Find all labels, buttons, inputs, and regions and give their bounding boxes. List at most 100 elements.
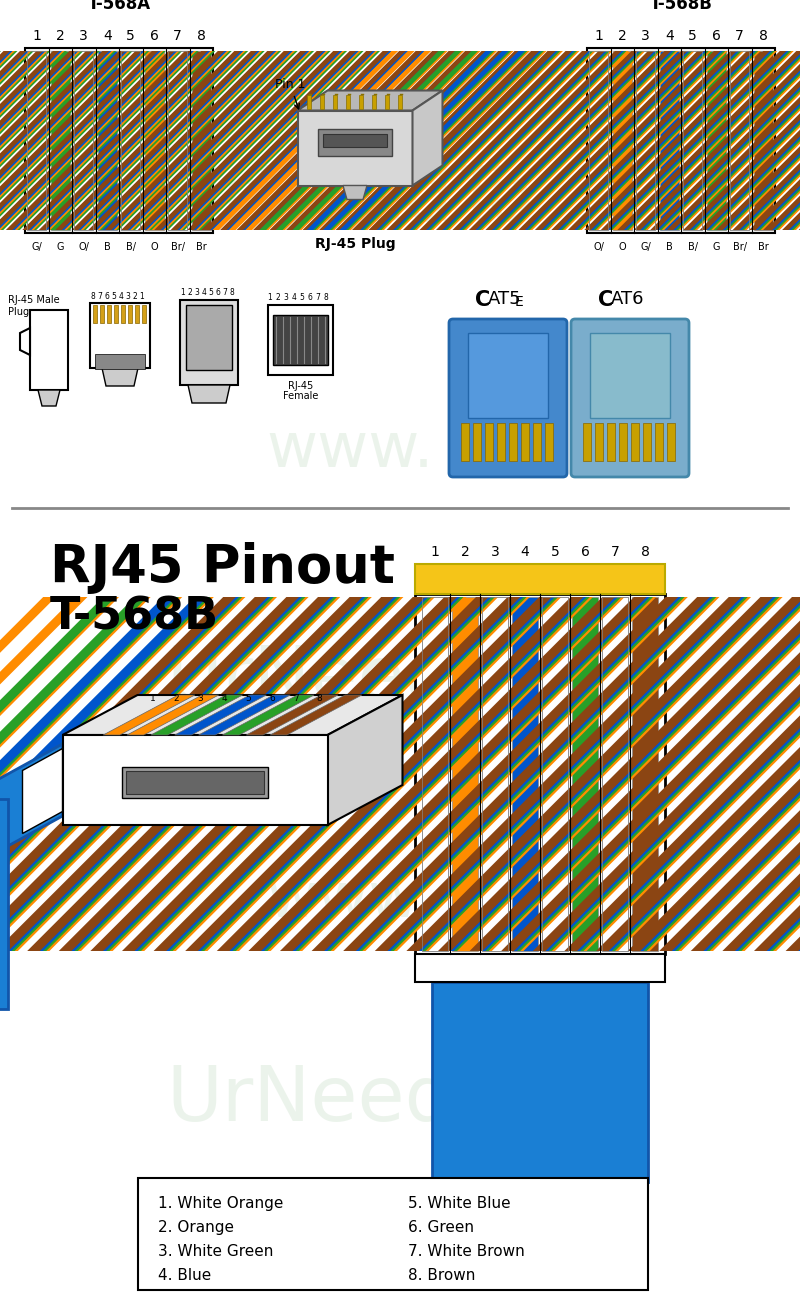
- Bar: [573, 597, 598, 951]
- Polygon shape: [441, 51, 626, 230]
- Polygon shape: [752, 51, 800, 230]
- Polygon shape: [705, 51, 800, 230]
- Polygon shape: [0, 597, 87, 951]
- Polygon shape: [145, 51, 330, 230]
- Polygon shape: [258, 51, 443, 230]
- Polygon shape: [10, 51, 196, 230]
- Polygon shape: [189, 597, 555, 951]
- Polygon shape: [209, 51, 394, 230]
- Text: O/: O/: [594, 243, 604, 252]
- Polygon shape: [30, 597, 397, 951]
- Polygon shape: [259, 51, 445, 230]
- Polygon shape: [342, 51, 527, 230]
- Bar: [318, 129, 392, 155]
- Polygon shape: [655, 51, 800, 230]
- Polygon shape: [0, 51, 10, 230]
- Polygon shape: [707, 51, 800, 230]
- Polygon shape: [592, 51, 778, 230]
- Polygon shape: [493, 51, 678, 230]
- Text: 6. Green: 6. Green: [408, 1221, 474, 1235]
- Polygon shape: [62, 695, 402, 735]
- Text: G/: G/: [640, 243, 651, 252]
- Polygon shape: [326, 51, 511, 230]
- Polygon shape: [225, 51, 410, 230]
- Polygon shape: [471, 51, 657, 230]
- Polygon shape: [358, 51, 544, 230]
- Polygon shape: [0, 51, 145, 230]
- Polygon shape: [749, 51, 800, 230]
- Polygon shape: [718, 51, 800, 230]
- Polygon shape: [122, 51, 307, 230]
- Polygon shape: [319, 51, 505, 230]
- Text: 3. White Green: 3. White Green: [158, 1244, 274, 1258]
- Polygon shape: [0, 51, 1, 230]
- Polygon shape: [34, 597, 400, 951]
- Polygon shape: [419, 51, 605, 230]
- Bar: [613, 51, 632, 230]
- Polygon shape: [476, 51, 662, 230]
- Bar: [754, 51, 773, 230]
- Polygon shape: [622, 51, 800, 230]
- Polygon shape: [606, 51, 791, 230]
- Polygon shape: [6, 51, 191, 230]
- Polygon shape: [321, 597, 688, 951]
- Bar: [636, 51, 655, 230]
- Polygon shape: [352, 51, 538, 230]
- Polygon shape: [601, 51, 786, 230]
- Polygon shape: [507, 51, 692, 230]
- Polygon shape: [650, 51, 800, 230]
- Polygon shape: [151, 695, 242, 735]
- Polygon shape: [381, 597, 748, 951]
- Polygon shape: [159, 51, 345, 230]
- Bar: [180, 300, 238, 385]
- Text: 4: 4: [118, 292, 123, 301]
- Text: 6: 6: [105, 292, 110, 301]
- Polygon shape: [438, 597, 800, 951]
- Polygon shape: [227, 51, 413, 230]
- Polygon shape: [255, 51, 441, 230]
- Polygon shape: [768, 51, 800, 230]
- Bar: [643, 422, 651, 462]
- Bar: [93, 305, 97, 323]
- Polygon shape: [510, 597, 800, 951]
- Bar: [100, 305, 104, 323]
- Polygon shape: [302, 51, 488, 230]
- Bar: [128, 305, 132, 323]
- Text: 3: 3: [79, 29, 88, 43]
- Polygon shape: [154, 597, 520, 951]
- Polygon shape: [0, 51, 95, 230]
- Polygon shape: [170, 51, 356, 230]
- Text: 3: 3: [198, 694, 203, 703]
- Bar: [509, 422, 517, 462]
- Bar: [346, 94, 350, 108]
- Bar: [168, 51, 187, 230]
- Bar: [415, 595, 665, 955]
- Bar: [74, 51, 93, 230]
- Polygon shape: [178, 51, 364, 230]
- Text: 5: 5: [126, 29, 135, 43]
- Polygon shape: [662, 597, 800, 951]
- Bar: [497, 422, 505, 462]
- Polygon shape: [790, 51, 800, 230]
- Polygon shape: [254, 597, 622, 951]
- Text: 4. Blue: 4. Blue: [158, 1267, 211, 1283]
- Text: 7: 7: [174, 29, 182, 43]
- Polygon shape: [551, 51, 737, 230]
- Text: O: O: [618, 243, 626, 252]
- Bar: [358, 94, 362, 108]
- Text: 1: 1: [430, 545, 439, 559]
- Polygon shape: [674, 51, 800, 230]
- Text: RJ-45: RJ-45: [288, 381, 313, 391]
- Polygon shape: [194, 597, 562, 951]
- Polygon shape: [470, 597, 800, 951]
- Text: 5: 5: [111, 292, 117, 301]
- Polygon shape: [55, 51, 241, 230]
- Polygon shape: [476, 597, 800, 951]
- Polygon shape: [289, 51, 474, 230]
- Text: 7: 7: [293, 694, 298, 703]
- Text: 2: 2: [618, 29, 626, 43]
- Polygon shape: [0, 51, 142, 230]
- Text: 1. White Orange: 1. White Orange: [158, 1196, 283, 1211]
- Bar: [25, 48, 213, 233]
- Polygon shape: [280, 597, 646, 951]
